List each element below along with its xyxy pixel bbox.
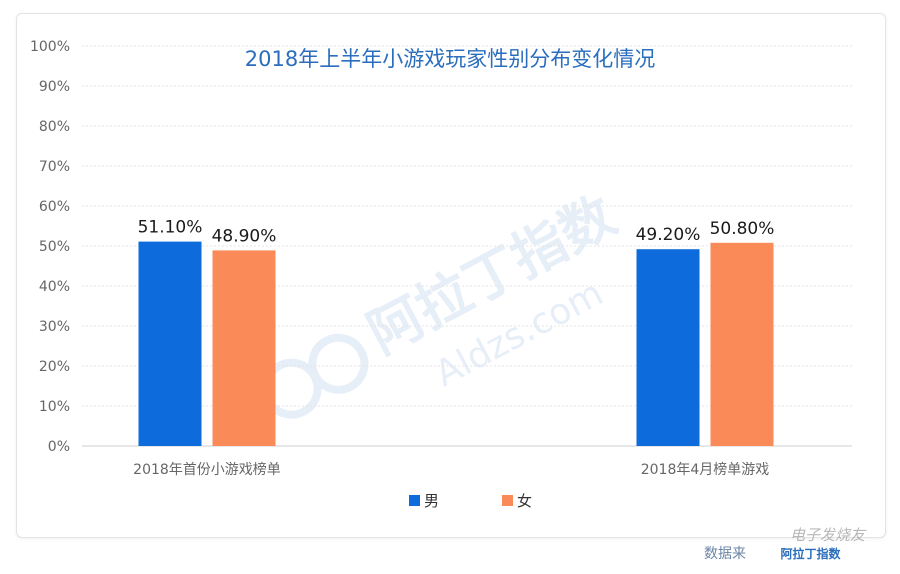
y-tick-label: 100% bbox=[30, 39, 70, 55]
bar bbox=[710, 242, 774, 446]
bar bbox=[636, 249, 700, 446]
legend-swatch-male bbox=[409, 495, 420, 506]
bars-group bbox=[138, 241, 774, 446]
y-tick-label: 90% bbox=[39, 79, 70, 95]
y-tick-label: 80% bbox=[39, 119, 70, 135]
y-tick-label: 60% bbox=[39, 199, 70, 215]
bar-value-label: 48.90% bbox=[212, 226, 277, 246]
source-label: 数据来 bbox=[704, 546, 746, 562]
y-tick-label: 0% bbox=[48, 439, 70, 455]
bar-value-label: 50.80% bbox=[710, 219, 775, 239]
legend-swatch-female bbox=[502, 495, 513, 506]
x-axis-ticks: 2018年首份小游戏榜单 2018年4月榜单游戏 bbox=[133, 461, 769, 478]
bar-value-label: 49.20% bbox=[636, 225, 701, 245]
bar-value-label: 51.10% bbox=[138, 218, 203, 238]
y-tick-label: 10% bbox=[39, 399, 70, 415]
y-axis-ticks: 0% 10% 20% 30% 40% 50% 60% 70% 80% 90% 100% bbox=[30, 39, 70, 455]
legend-label-male: 男 bbox=[424, 492, 439, 510]
data-labels: 51.10% 48.90% 49.20% 50.80% bbox=[138, 218, 775, 247]
y-tick-label: 40% bbox=[39, 279, 70, 295]
source-footer: 数据来 阿拉丁指数 bbox=[704, 543, 840, 563]
watermark-logo: 阿拉丁指数 Aldzs.com bbox=[261, 184, 626, 419]
x-tick-label: 2018年首份小游戏榜单 bbox=[133, 461, 281, 478]
source-logo: 阿拉丁指数 bbox=[780, 547, 841, 561]
bar bbox=[138, 241, 202, 446]
stamp-watermark: 电子发烧友 bbox=[790, 526, 867, 544]
legend-label-female: 女 bbox=[517, 492, 532, 510]
chart-title: 2018年上半年小游戏玩家性别分布变化情况 bbox=[245, 47, 655, 71]
y-tick-label: 50% bbox=[39, 239, 70, 255]
y-tick-label: 30% bbox=[39, 319, 70, 335]
bar bbox=[212, 250, 276, 446]
x-tick-label: 2018年4月榜单游戏 bbox=[641, 461, 770, 478]
y-tick-label: 20% bbox=[39, 359, 70, 375]
legend: 男 女 bbox=[409, 492, 532, 510]
y-tick-label: 70% bbox=[39, 159, 70, 175]
